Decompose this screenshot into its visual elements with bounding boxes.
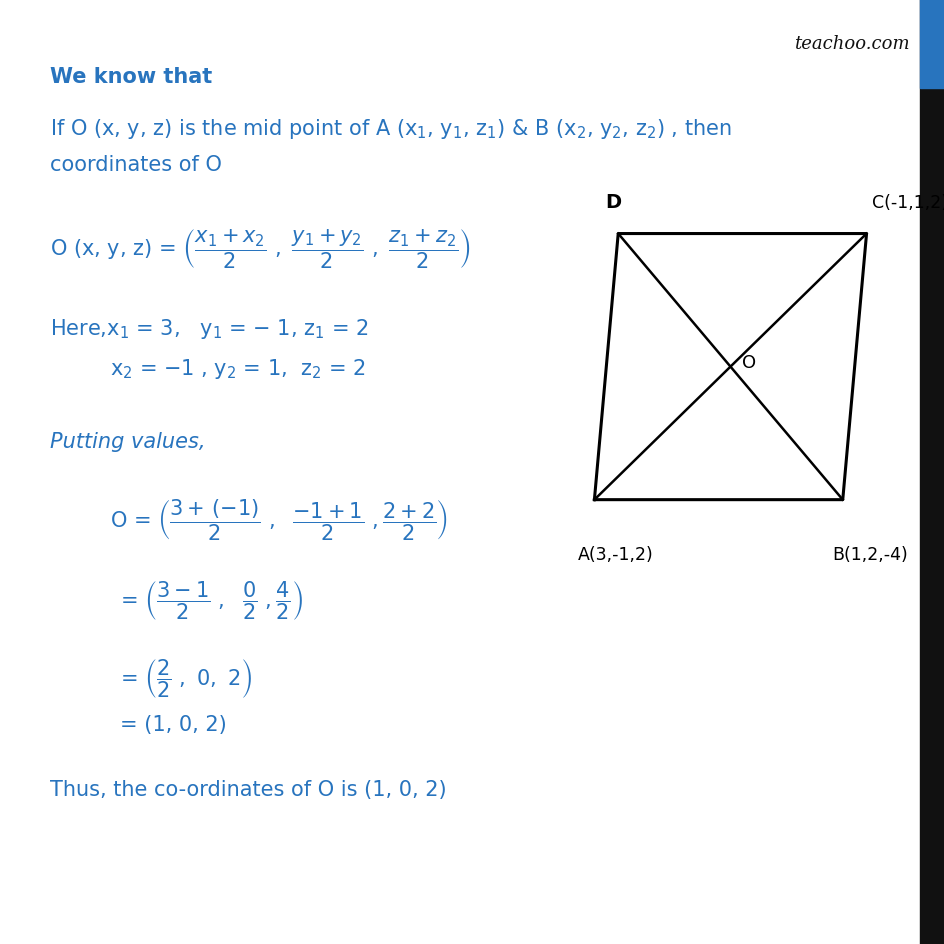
Text: B(1,2,-4): B(1,2,-4) — [832, 546, 907, 564]
Text: = $\left(\dfrac{3-1}{2}\ ,\ \ \dfrac{0}{2}\ ,\dfrac{4}{2}\right)$: = $\left(\dfrac{3-1}{2}\ ,\ \ \dfrac{0}{… — [120, 579, 303, 621]
Text: = (1, 0, 2): = (1, 0, 2) — [120, 715, 227, 734]
Text: = $\left(\dfrac{2}{2}\ ,\ 0,\ 2\right)$: = $\left(\dfrac{2}{2}\ ,\ 0,\ 2\right)$ — [120, 656, 252, 700]
Text: We know that: We know that — [50, 67, 212, 87]
Bar — [919, 0, 944, 89]
Text: Putting values,: Putting values, — [50, 431, 205, 451]
Bar — [919, 0, 944, 944]
Text: If O (x, y, z) is the mid point of A (x$_1$, y$_1$, z$_1$) & B (x$_2$, y$_2$, z$: If O (x, y, z) is the mid point of A (x$… — [50, 117, 731, 141]
Text: Thus, the co-ordinates of O is (1, 0, 2): Thus, the co-ordinates of O is (1, 0, 2) — [50, 779, 447, 800]
Text: coordinates of O: coordinates of O — [50, 155, 222, 175]
Text: teachoo.com: teachoo.com — [794, 35, 909, 53]
Text: O = $\left(\dfrac{3+\,(-1)}{2}\ ,\ \ \dfrac{-1+1}{2}\ ,\dfrac{2+2}{2}\right)$: O = $\left(\dfrac{3+\,(-1)}{2}\ ,\ \ \df… — [110, 497, 447, 542]
Text: D: D — [604, 193, 620, 211]
Text: O: O — [742, 354, 756, 372]
Text: x$_2$ = −1 , y$_2$ = 1,  z$_2$ = 2: x$_2$ = −1 , y$_2$ = 1, z$_2$ = 2 — [110, 357, 365, 380]
Text: Here,x$_1$ = 3,   y$_1$ = − 1, z$_1$ = 2: Here,x$_1$ = 3, y$_1$ = − 1, z$_1$ = 2 — [50, 316, 368, 341]
Text: A(3,-1,2): A(3,-1,2) — [577, 546, 652, 564]
Text: O (x, y, z) = $\left(\dfrac{x_1 + x_2}{2}\ ,\ \dfrac{y_1 + y_2}{2}\ ,\ \dfrac{z_: O (x, y, z) = $\left(\dfrac{x_1 + x_2}{2… — [50, 227, 470, 270]
Text: C(-1,1,2): C(-1,1,2) — [870, 194, 944, 211]
